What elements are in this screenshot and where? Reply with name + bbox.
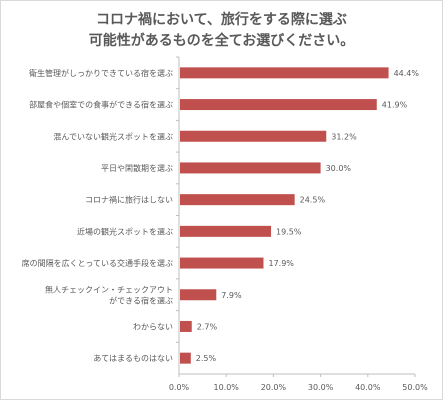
category-label: あてはまるものはない — [93, 354, 173, 363]
bar — [180, 352, 191, 364]
category-label: コロナ禍に旅行はしない — [85, 195, 173, 205]
bar — [180, 194, 295, 206]
chart-title-line-1: コロナ禍において、旅行をする際に選ぶ — [96, 12, 347, 28]
chart-title-line-2: 可能性があるものを全てお選びください。 — [88, 33, 355, 49]
bar — [180, 130, 327, 142]
x-tick-label: 30.0% — [308, 383, 334, 392]
category-label: 近場の観光スポットを選ぶ — [77, 226, 173, 236]
data-label: 31.2% — [331, 132, 357, 141]
x-tick-label: 40.0% — [355, 383, 381, 392]
x-tick-label: 50.0% — [402, 383, 428, 392]
bar — [180, 289, 217, 301]
category-label: 部屋食や個室での食事ができる宿を選ぶ — [29, 100, 173, 110]
data-label: 2.7% — [197, 322, 218, 331]
data-label: 7.9% — [221, 291, 242, 300]
category-label: 衛生管理がしっかりできている宿を選ぶ — [29, 68, 173, 78]
category-label: 平日や閑散期を選ぶ — [101, 163, 173, 173]
bar — [180, 162, 321, 174]
data-label: 2.5% — [196, 354, 217, 363]
category-label: わからない — [133, 322, 173, 331]
bar — [180, 257, 264, 269]
category-label: ができる宿を選ぶ — [109, 295, 173, 305]
x-tick-label: 20.0% — [261, 383, 287, 392]
chart-title: コロナ禍において、旅行をする際に選ぶ 可能性があるものを全てお選びください。 — [0, 10, 443, 52]
category-label: 混んでいない観光スポットを選ぶ — [53, 131, 173, 141]
bar — [180, 320, 192, 332]
category-label: 無人チェックイン・チェックアウト — [45, 284, 173, 294]
data-label: 24.5% — [300, 196, 326, 205]
x-tick-label: 0.0% — [169, 383, 190, 392]
category-label: 席の間隔を広くとっている交通手段を選ぶ — [22, 258, 173, 268]
bar — [180, 67, 389, 79]
data-label: 41.9% — [382, 101, 408, 110]
data-label: 44.4% — [394, 69, 420, 78]
data-label: 19.5% — [276, 227, 302, 236]
bar — [180, 225, 272, 237]
bar — [180, 99, 377, 111]
data-label: 30.0% — [326, 164, 352, 173]
data-label: 17.9% — [268, 259, 294, 268]
x-tick-label: 10.0% — [213, 383, 239, 392]
